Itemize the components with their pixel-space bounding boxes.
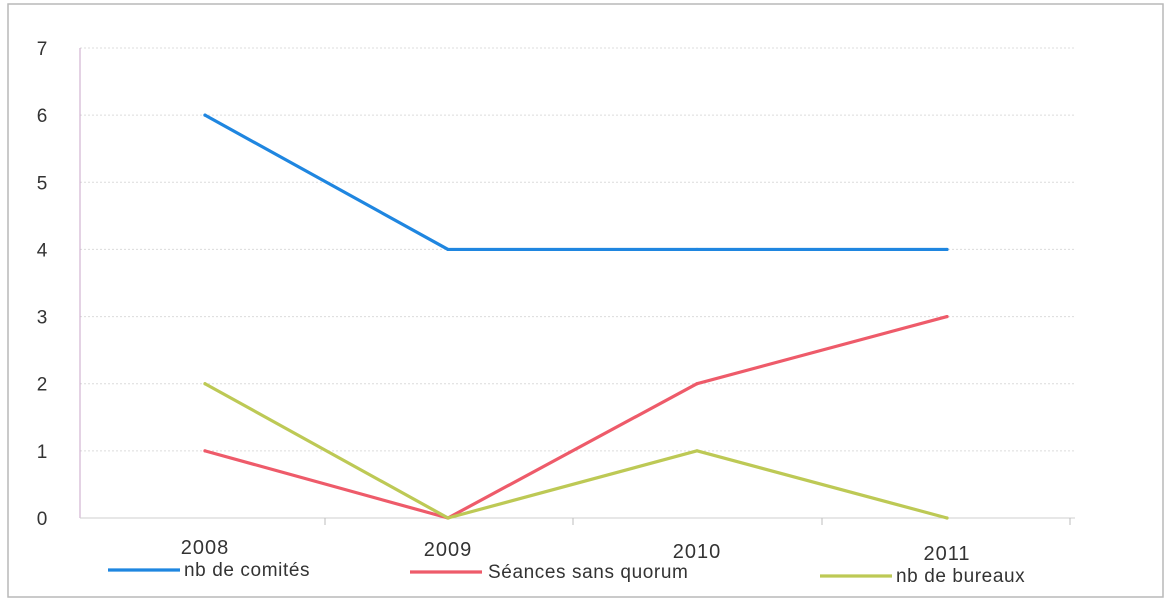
y-tick-label: 3	[37, 308, 48, 329]
x-tick-labels: 2008 2009 2010 2011	[181, 537, 970, 565]
legend-label: nb de comités	[184, 560, 310, 581]
data-point	[945, 247, 949, 252]
data-point	[203, 113, 207, 117]
legend: nb de comités Séances sans quorum nb de bu…	[108, 560, 1025, 587]
chart-border	[7, 3, 1164, 598]
y-tick-labels: 0 1 2 3 4 5 6 7	[37, 39, 48, 530]
data-point	[945, 314, 949, 319]
y-tick-label: 7	[37, 39, 48, 60]
data-point	[203, 382, 207, 386]
data-point	[446, 247, 450, 252]
gridlines	[80, 47, 1075, 452]
legend-label: nb de bureaux	[896, 566, 1025, 587]
y-tick-label: 4	[37, 240, 48, 261]
x-tick-label: 2009	[424, 539, 473, 561]
x-tick-label: 2008	[181, 537, 230, 559]
series-line-1	[203, 314, 949, 520]
y-tick-label: 5	[37, 173, 48, 194]
series-line-2	[203, 382, 949, 520]
legend-label: Séances sans quorum	[488, 562, 688, 583]
data-point	[945, 516, 949, 520]
x-tick-label: 2010	[673, 541, 722, 563]
data-point	[695, 247, 699, 252]
y-tick-label: 1	[37, 442, 48, 463]
series-lines	[203, 113, 949, 520]
y-tick-label: 0	[37, 509, 48, 530]
data-point	[695, 382, 699, 386]
data-point	[446, 516, 450, 520]
series-line-0	[203, 113, 949, 252]
axes	[79, 48, 1075, 525]
data-point	[695, 449, 699, 453]
data-point	[203, 449, 207, 453]
x-tick-label: 2011	[923, 543, 970, 565]
y-tick-label: 2	[37, 375, 48, 396]
y-tick-label: 6	[37, 106, 48, 127]
